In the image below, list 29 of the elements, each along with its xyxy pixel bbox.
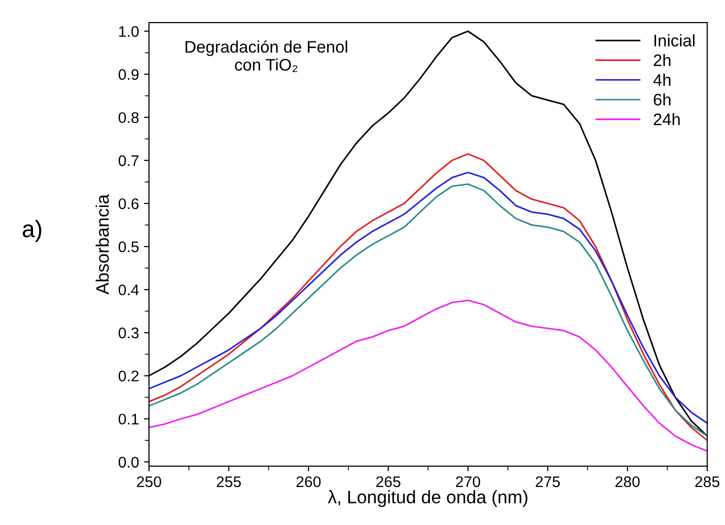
y-tick-label: 0.2 — [118, 370, 138, 382]
x-tick-label: 275 — [536, 476, 560, 488]
text: a) — [22, 220, 42, 242]
legend-label: Inicial — [654, 34, 694, 46]
x-tick-label: 265 — [376, 476, 400, 488]
x-tick-label: 280 — [616, 476, 640, 488]
y-tick-label: 0.4 — [118, 284, 139, 296]
legend-label: 2h — [654, 54, 670, 66]
line-series — [148, 300, 708, 452]
y-tick-label: 0.7 — [118, 155, 138, 166]
y-tick-label: 0.0 — [118, 456, 139, 468]
y-tick-label: 0.9 — [118, 69, 139, 80]
y-tick-label: 0.8 — [118, 112, 139, 124]
x-tick-label: 260 — [296, 476, 321, 488]
x-tick-label: 285 — [695, 476, 720, 488]
x-axis-title: λ, Longitud de onda (nm) — [328, 490, 528, 507]
y-tick-label: 0.6 — [118, 198, 139, 210]
legend-label: 4h — [653, 74, 670, 86]
text: Degradación de Fenol con TiO₂ — [186, 40, 348, 72]
y-tick-label: 0.1 — [118, 414, 139, 425]
legend-label: 6h — [654, 93, 670, 106]
x-tick-label: 250 — [137, 476, 162, 488]
x-tick-label: 270 — [456, 476, 480, 488]
legend-label: 24h — [654, 113, 680, 126]
x-tick-label: 255 — [216, 476, 241, 488]
y-tick-label: 0.5 — [118, 241, 139, 252]
y-tick-label: 1.0 — [119, 26, 139, 37]
y-axis-title: Absorbancia — [96, 194, 109, 295]
y-tick-label: 0.3 — [118, 328, 139, 338]
